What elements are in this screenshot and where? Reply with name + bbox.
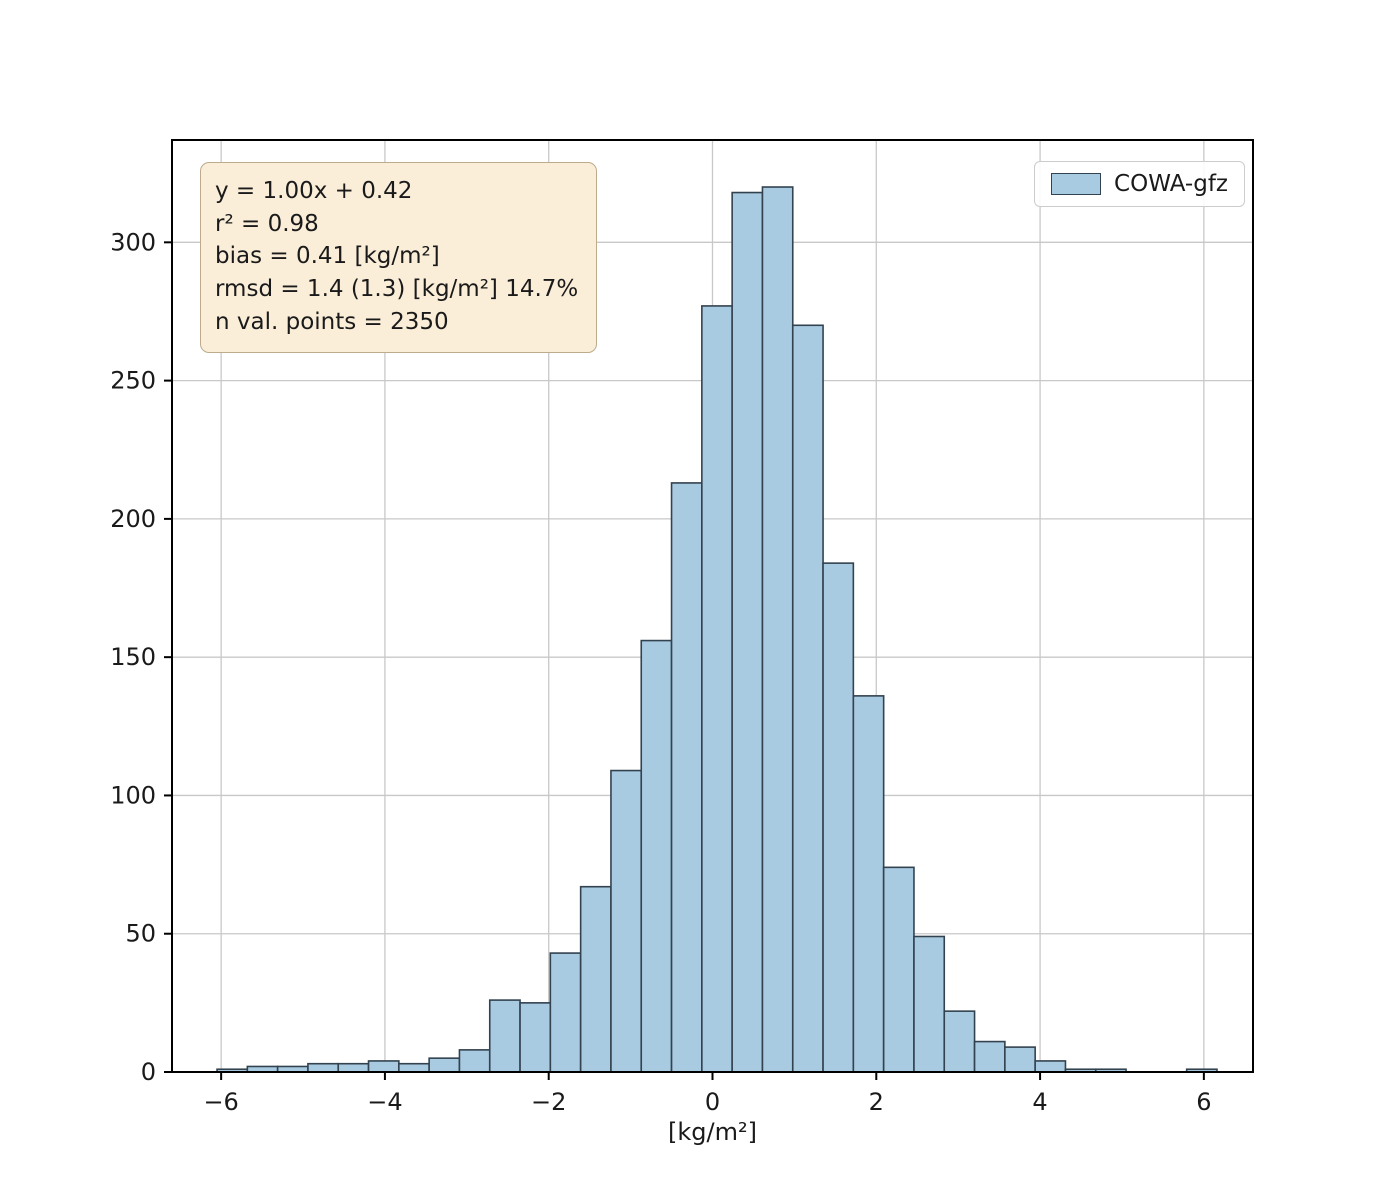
histogram-bar [640, 639, 673, 1073]
tick-label-x: −2 [531, 1088, 566, 1116]
histogram-bar [731, 191, 764, 1073]
histogram-bar [398, 1062, 430, 1073]
tick-label-x: 2 [869, 1088, 884, 1116]
histogram-bar [1004, 1046, 1036, 1073]
stats-line-bias: bias = 0.41 [kg/m²] [215, 243, 440, 270]
histogram-bar [973, 1040, 1006, 1073]
histogram-bar [549, 952, 582, 1073]
histogram-bar [1034, 1060, 1067, 1073]
histogram-bar [761, 186, 794, 1073]
histogram-bar [943, 1010, 976, 1073]
histogram-bar [367, 1060, 400, 1073]
histogram-bar [852, 695, 885, 1073]
stats-line-r2: r² = 0.98 [215, 210, 319, 237]
histogram-bar [337, 1062, 370, 1073]
tick-label-y: 250 [110, 367, 156, 395]
tick-label-x: 6 [1196, 1088, 1211, 1116]
histogram-bar [913, 935, 946, 1073]
tick-label-y: 0 [141, 1058, 156, 1086]
histogram-bar [307, 1062, 340, 1073]
tick-label-x: 4 [1032, 1088, 1047, 1116]
tick-label-y: 200 [110, 505, 156, 533]
legend-swatch [1051, 173, 1102, 195]
tick-label-x: 0 [705, 1088, 720, 1116]
histogram-bar [519, 1002, 552, 1073]
histogram-bar [458, 1049, 491, 1073]
stats-line-fit: y = 1.00x + 0.42 [215, 178, 413, 204]
histogram-bar [488, 999, 521, 1073]
tick-label-x: −4 [367, 1088, 402, 1116]
histogram-bar [670, 482, 703, 1073]
histogram-bar [882, 866, 915, 1073]
histogram-bar [610, 769, 643, 1073]
histogram-bar [791, 324, 824, 1073]
stats-line-rmsd: rmsd = 1.4 (1.3) [kg/m²] 14.7% [215, 275, 579, 302]
tick-label-y: 150 [110, 643, 156, 671]
x-axis-label: [kg/m²] [668, 1118, 757, 1146]
tick-label-y: 100 [110, 781, 156, 809]
histogram-bar [822, 562, 855, 1073]
legend: COWA-gfz [1034, 161, 1245, 207]
stats-annotation-box: y = 1.00x + 0.42 r² = 0.98 bias = 0.41 [… [200, 162, 598, 354]
legend-label: COWA-gfz [1114, 171, 1228, 197]
tick-label-y: 300 [110, 228, 156, 256]
stats-line-npoints: n val. points = 2350 [215, 308, 449, 335]
histogram-bar [579, 885, 612, 1073]
tick-label-y: 50 [125, 920, 156, 948]
histogram-bar [428, 1057, 461, 1073]
histogram-bar [701, 305, 733, 1073]
tick-label-x: −6 [203, 1088, 238, 1116]
